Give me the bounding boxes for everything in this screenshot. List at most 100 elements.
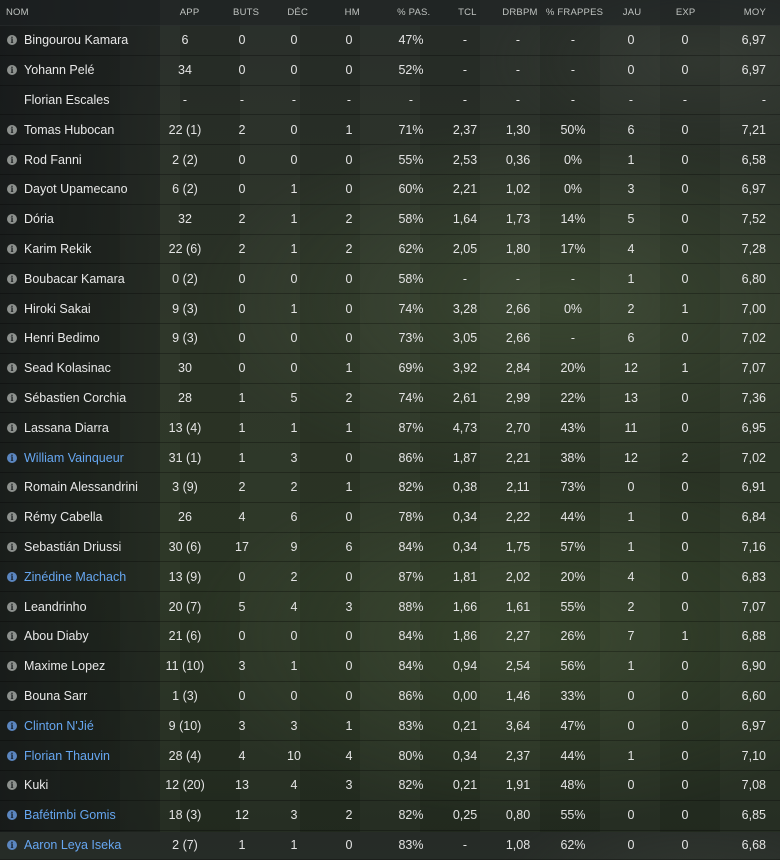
info-icon[interactable]: i	[7, 243, 17, 254]
column-header-name[interactable]: NOM	[6, 7, 29, 18]
table-row[interactable]: i Zinédine Machach 13 (9) 0 2 0 87% 1,81 2,02 20%…	[0, 562, 780, 593]
player-name[interactable]: Clinton N'Jié	[24, 718, 94, 733]
info-icon[interactable]: i	[7, 720, 17, 731]
table-row[interactable]: i Lassana Diarra 13 (4) 1 1 1 87% 4,73 2,70 43% 11…	[0, 413, 780, 444]
player-name[interactable]: Hiroki Sakai	[24, 301, 91, 316]
table-row[interactable]: i Tomas Hubocan 22 (1) 2 0 1 71% 2,37 1,30 50% 6 0 7…	[0, 115, 780, 146]
player-name[interactable]: Sébastien Corchia	[24, 390, 127, 405]
player-name[interactable]: Zinédine Machach	[24, 569, 127, 584]
player-name[interactable]: Romain Alessandrini	[24, 480, 138, 495]
info-icon[interactable]: i	[7, 214, 17, 225]
player-name[interactable]: Abou Diaby	[24, 629, 89, 644]
player-name[interactable]: Aaron Leya Iseka	[24, 837, 122, 852]
stat-buts: 0	[238, 301, 246, 316]
player-name[interactable]: Leandrinho	[24, 599, 87, 614]
table-row[interactable]: i Henri Bedimo 9 (3) 0 0 0 73% 3,05 2,66 - 6 0 7,02	[0, 324, 780, 354]
player-name[interactable]: William Vainqueur	[24, 450, 124, 465]
player-name[interactable]: Bingourou Kamara	[24, 33, 129, 48]
player-name[interactable]: Dória	[24, 212, 54, 227]
table-row[interactable]: i Leandrinho 20 (7) 5 4 3 88% 1,66 1,61 55% 2 0 7,07	[0, 592, 780, 622]
column-header-jau[interactable]: JAU	[622, 7, 642, 18]
table-row[interactable]: i Aaron Leya Iseka 2 (7) 1 1 0 83% - 1,08 62% 0 0 6,…	[0, 831, 780, 860]
info-icon[interactable]: i	[7, 184, 17, 195]
stat-drbpm: 2,54	[505, 659, 531, 674]
player-name[interactable]: Sebastián Driussi	[24, 539, 122, 554]
table-row[interactable]: i Dória 32 2 1 2 58% 1,64 1,73 14% 5 0 7,52	[0, 205, 780, 235]
table-row[interactable]: i Maxime Lopez 11 (10) 3 1 0 84% 0,94 2,54 56% 1 0 6…	[0, 652, 780, 682]
player-name[interactable]: Kuki	[24, 778, 49, 793]
table-row[interactable]: i William Vainqueur 31 (1) 1 3 0 86% 1,87 2,21 38…	[0, 443, 780, 473]
player-name[interactable]: Dayot Upamecano	[24, 182, 128, 197]
info-icon[interactable]: i	[7, 154, 17, 165]
table-row[interactable]: i Kuki 12 (20) 13 4 3 82% 0,21 1,91 48% 0 0 7,08	[0, 771, 780, 801]
table-row[interactable]: i Florian Thauvin 28 (4) 4 10 4 80% 0,34 2,37 44%…	[0, 741, 780, 771]
column-header-hm[interactable]: HM	[344, 7, 360, 18]
table-row[interactable]: i Bingourou Kamara 6 0 0 0 47% - - - 0 0 6,97	[0, 26, 780, 56]
column-header-exp[interactable]: EXP	[675, 7, 696, 18]
info-icon[interactable]: i	[7, 124, 17, 135]
info-icon[interactable]: i	[7, 601, 17, 612]
column-header-app[interactable]: APP	[179, 7, 200, 18]
info-icon[interactable]: i	[7, 363, 17, 374]
player-name[interactable]: Boubacar Kamara	[24, 271, 125, 286]
player-name[interactable]: Henri Bedimo	[24, 331, 100, 346]
table-row[interactable]: i Bouna Sarr 1 (3) 0 0 0 86% 0,00 1,46 33% 0 0 6,60	[0, 682, 780, 712]
info-icon[interactable]: i	[7, 571, 17, 582]
player-name[interactable]: Yohann Pelé	[24, 63, 95, 78]
column-header-dec[interactable]: DÉC	[287, 7, 309, 18]
table-row[interactable]: i Abou Diaby 21 (6) 0 0 0 84% 1,86 2,27 26% 7 1 6,88	[0, 622, 780, 652]
stat-exp: 1	[681, 629, 689, 644]
column-header-drbpm[interactable]: DRBPM	[502, 7, 538, 18]
info-icon[interactable]: i	[7, 452, 17, 463]
player-name[interactable]: Bouna Sarr	[24, 688, 88, 703]
stat-drbpm: -	[515, 33, 521, 48]
table-row[interactable]: i Hiroki Sakai 9 (3) 0 1 0 74% 3,28 2,66 0% 2 1 7,00	[0, 294, 780, 324]
table-row[interactable]: i Sebastián Driussi 30 (6) 17 9 6 84% 0,34 1,75 5…	[0, 533, 780, 563]
table-row[interactable]: i Rémy Cabella 26 4 6 0 78% 0,34 2,22 44% 1 0 6,84	[0, 503, 780, 533]
table-row[interactable]: i Sead Kolasinac 30 0 0 1 69% 3,92 2,84 20% 12 1 7,0…	[0, 354, 780, 384]
table-row[interactable]: i Rod Fanni 2 (2) 0 0 0 55% 2,53 0,36 0% 1 0 6,58	[0, 145, 780, 175]
info-icon[interactable]: i	[7, 661, 17, 672]
info-icon[interactable]: i	[7, 273, 17, 284]
table-row[interactable]: i Karim Rekik 22 (6) 2 1 2 62% 2,05 1,80 17% 4 0 7,2…	[0, 235, 780, 265]
info-icon[interactable]: i	[7, 631, 17, 642]
info-icon[interactable]: i	[7, 35, 17, 46]
table-row[interactable]: i Bafétimbi Gomis 18 (3) 12 3 2 82% 0,25 0,80 55%…	[0, 801, 780, 831]
column-header-pas[interactable]: % PAS.	[397, 7, 431, 18]
column-header-frappes[interactable]: % FRAPPES	[545, 7, 604, 18]
column-header-moy[interactable]: MOY	[743, 7, 767, 18]
player-name[interactable]: Tomas Hubocan	[24, 122, 115, 137]
table-row[interactable]: Florian Escales - - - - - - - - - - -	[0, 86, 780, 116]
column-header-buts[interactable]: BUTS	[233, 7, 260, 18]
table-row[interactable]: i Boubacar Kamara 0 (2) 0 0 0 58% - - - 1 0 6,80	[0, 264, 780, 295]
info-icon[interactable]: i	[7, 422, 17, 433]
info-icon[interactable]: i	[7, 482, 17, 493]
table-row[interactable]: i Clinton N'Jié 9 (10) 3 3 1 83% 0,21 3,64 47% 0 0 6…	[0, 711, 780, 742]
info-icon[interactable]: i	[7, 750, 17, 761]
player-name[interactable]: Florian Escales	[24, 92, 110, 107]
player-name[interactable]: Karim Rekik	[24, 241, 92, 256]
stat-dec: 3	[290, 718, 298, 733]
table-row[interactable]: i Romain Alessandrini 3 (9) 2 2 1 82% 0,38 2,11 7…	[0, 473, 780, 503]
info-icon[interactable]: i	[7, 810, 17, 821]
info-icon[interactable]: i	[7, 392, 17, 403]
info-icon[interactable]: i	[7, 780, 17, 791]
player-name[interactable]: Sead Kolasinac	[24, 361, 111, 376]
player-name[interactable]: Florian Thauvin	[24, 748, 110, 763]
table-row[interactable]: i Yohann Pelé 34 0 0 0 52% - - - 0 0 6,97	[0, 56, 780, 86]
player-name[interactable]: Rod Fanni	[24, 152, 82, 167]
table-row[interactable]: i Dayot Upamecano 6 (2) 0 1 0 60% 2,21 1,02 0% 3 0 6…	[0, 175, 780, 205]
player-name[interactable]: Maxime Lopez	[24, 659, 106, 674]
table-row[interactable]: i Sébastien Corchia 28 1 5 2 74% 2,61 2,99 22% 13 0…	[0, 384, 780, 414]
info-icon[interactable]: i	[7, 541, 17, 552]
info-icon[interactable]: i	[7, 839, 17, 850]
info-icon[interactable]: i	[7, 303, 17, 314]
info-icon[interactable]: i	[7, 690, 17, 701]
info-icon[interactable]: i	[7, 512, 17, 523]
info-icon[interactable]: i	[7, 333, 17, 344]
player-name[interactable]: Bafétimbi Gomis	[24, 808, 116, 823]
info-icon[interactable]: i	[7, 65, 17, 76]
player-name[interactable]: Rémy Cabella	[24, 510, 103, 525]
player-name[interactable]: Lassana Diarra	[24, 420, 109, 435]
column-header-tcl[interactable]: TCL	[458, 7, 477, 18]
